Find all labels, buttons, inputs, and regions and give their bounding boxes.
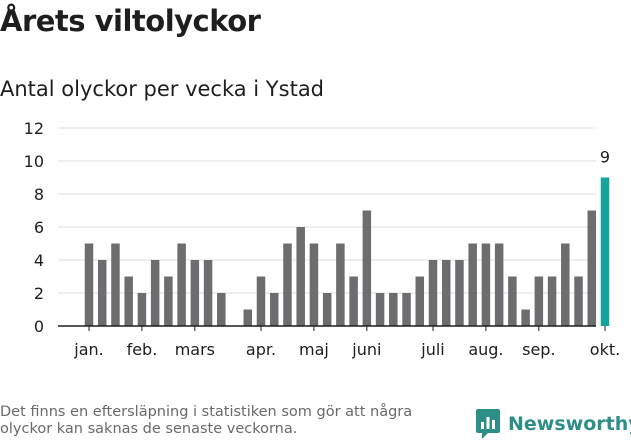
bar	[415, 276, 425, 326]
y-tick-label: 10	[24, 152, 44, 171]
y-tick-label: 12	[24, 119, 44, 138]
bar	[269, 293, 279, 326]
bar	[389, 293, 398, 326]
bar	[521, 309, 530, 326]
bar	[283, 243, 292, 326]
x-tick-label: juni	[351, 340, 381, 359]
bar	[574, 276, 583, 326]
bar	[309, 243, 319, 326]
bar	[190, 260, 200, 326]
bar	[243, 309, 253, 326]
bar	[481, 243, 491, 326]
y-tick-label: 6	[34, 218, 44, 237]
x-tick-label: sep.	[522, 340, 555, 359]
x-tick-label: aug.	[468, 340, 503, 359]
bar	[455, 260, 464, 326]
bar	[362, 210, 372, 326]
brand: Newsworthy	[476, 408, 631, 440]
bar	[164, 276, 173, 326]
bar	[508, 276, 517, 326]
newsworthy-logo-icon	[476, 409, 500, 439]
bar	[111, 243, 120, 326]
bar	[561, 243, 570, 326]
brand-name: Newsworthy	[508, 413, 631, 435]
x-tick-label: maj	[299, 340, 329, 359]
x-tick-label: mars	[175, 340, 215, 359]
bar	[322, 293, 332, 326]
x-tick-label: juli	[420, 340, 444, 359]
bar	[336, 243, 345, 326]
bar	[296, 227, 305, 326]
bar-chart: 0 2 4 6 8 10 12 9 jan. feb. mars apr. maj juni juli aug…	[24, 119, 621, 359]
y-tick-label: 0	[34, 317, 44, 336]
x-tick-label: jan.	[73, 340, 103, 359]
bar	[124, 276, 133, 326]
x-tick-label: apr.	[246, 340, 276, 359]
bar	[494, 243, 504, 326]
bar-data-label: 9	[600, 148, 610, 167]
bar	[534, 276, 544, 326]
bar	[256, 276, 266, 326]
bar	[375, 293, 385, 326]
bar	[84, 243, 94, 326]
bar	[137, 293, 147, 326]
bar	[547, 276, 557, 326]
bar-highlight	[600, 177, 610, 326]
bar	[203, 260, 213, 326]
bar	[468, 243, 477, 326]
y-tick-label: 4	[34, 251, 44, 270]
bar	[177, 243, 186, 326]
footnote: Det finns en eftersläpning i statistiken…	[0, 404, 413, 437]
bar	[441, 260, 451, 326]
bar	[97, 260, 107, 326]
bar	[428, 260, 438, 326]
x-tick-label: okt.	[590, 340, 620, 359]
chart-subtitle: Antal olyckor per vecka i Ystad	[0, 77, 325, 101]
bar	[587, 210, 597, 326]
x-tick-label: feb.	[127, 340, 158, 359]
bar	[349, 276, 358, 326]
bar	[150, 260, 160, 326]
chart-title: Årets viltolyckor	[0, 4, 261, 38]
y-tick-label: 2	[34, 284, 44, 303]
bar	[402, 293, 411, 326]
bar	[217, 293, 226, 326]
y-tick-label: 8	[34, 185, 44, 204]
